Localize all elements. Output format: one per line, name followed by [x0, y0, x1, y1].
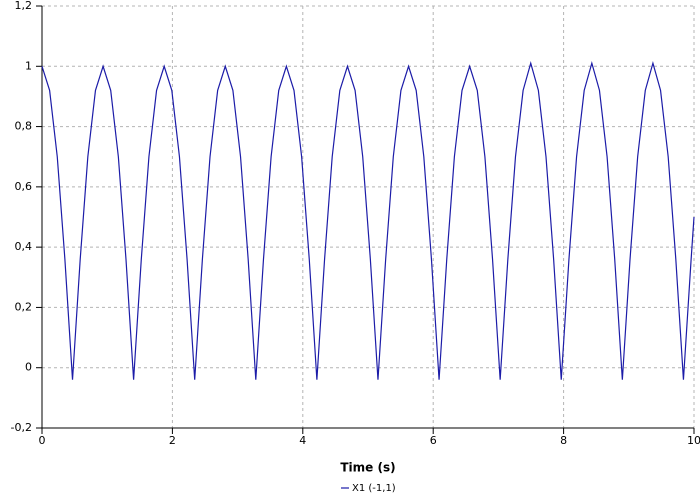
x-tick-label: 0: [39, 434, 46, 447]
legend-label: X1 (-1,1): [352, 483, 396, 494]
x-tick-label: 4: [299, 434, 306, 447]
y-tick-label: 0,8: [15, 120, 33, 133]
x-tick-label: 6: [430, 434, 437, 447]
data-line: [41, 61, 695, 380]
y-tick-label: 0,4: [15, 240, 33, 253]
y-tick-label: 0,6: [15, 180, 33, 193]
y-tick-label: -0,2: [11, 421, 32, 434]
x-tick-label: 10: [687, 434, 700, 447]
y-tick-label: 0,2: [15, 300, 33, 313]
y-tick-label: 1: [25, 59, 32, 72]
y-tick-label: 1,2: [15, 0, 33, 12]
y-tick-label: 0: [25, 361, 32, 374]
x-tick-label: 8: [560, 434, 567, 447]
x-tick-label: 2: [169, 434, 176, 447]
x-axis-label: Time (s): [340, 461, 395, 475]
